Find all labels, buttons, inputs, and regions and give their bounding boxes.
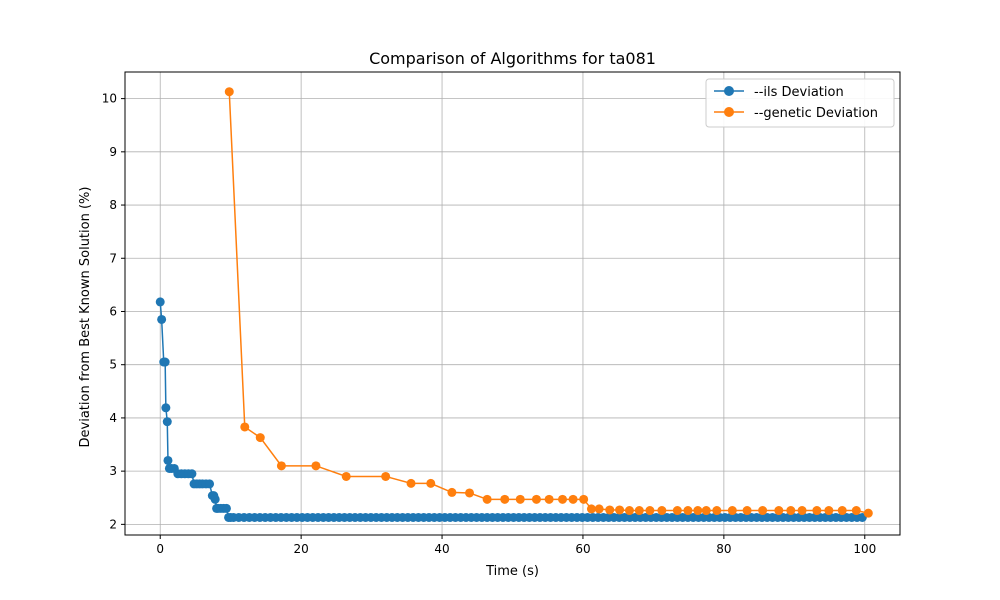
x-axis-label: Time (s)	[485, 564, 539, 579]
data-point	[824, 506, 834, 516]
axes-frame	[124, 71, 901, 536]
data-point	[672, 506, 682, 516]
data-point	[465, 488, 475, 498]
y-tick-label: 4	[109, 411, 117, 425]
data-point	[515, 494, 525, 504]
series-1	[224, 87, 873, 518]
data-point	[255, 433, 265, 443]
data-point	[161, 403, 171, 413]
x-tick-label: 20	[293, 542, 308, 556]
axes: 0 20 40 60 80 100 2 3 4 5 6 7 8 9 10	[102, 71, 901, 556]
y-axis-label: Deviation from Best Known Solution (%)	[78, 187, 93, 448]
data-point	[657, 506, 667, 516]
data-point	[693, 506, 703, 516]
legend: --ils Deviation --genetic Deviation	[705, 78, 895, 128]
data-point	[837, 506, 847, 516]
data-point	[605, 505, 615, 515]
data-point	[624, 506, 634, 516]
x-tick-label: 60	[575, 542, 590, 556]
y-tick-label: 5	[109, 358, 117, 372]
legend-label-ils: --ils Deviation	[754, 85, 844, 100]
series-0	[155, 297, 867, 522]
data-point	[210, 494, 220, 504]
x-tick-label: 40	[434, 542, 449, 556]
data-point	[157, 314, 167, 324]
data-point	[758, 506, 768, 516]
data-point	[579, 494, 589, 504]
legend-swatch-marker	[724, 86, 734, 96]
data-point	[615, 505, 625, 515]
y-tick-label: 7	[109, 251, 117, 265]
data-point	[863, 508, 873, 518]
y-tick-label: 6	[109, 304, 117, 318]
data-point	[240, 422, 250, 432]
data-point	[447, 487, 457, 497]
data-point	[381, 471, 391, 481]
y-tick-label: 10	[102, 92, 117, 106]
x-tick-label: 100	[853, 542, 876, 556]
data-point	[187, 469, 197, 479]
data-point	[586, 504, 596, 514]
data-point	[544, 494, 554, 504]
data-point	[406, 478, 416, 488]
data-point	[160, 357, 170, 367]
data-point	[727, 506, 737, 516]
data-point	[311, 461, 321, 471]
legend-frame	[705, 78, 895, 128]
data-point	[812, 506, 822, 516]
data-point	[500, 494, 510, 504]
data-point	[482, 494, 492, 504]
y-tick-label: 3	[109, 464, 117, 478]
data-point	[276, 461, 286, 471]
data-point	[851, 506, 861, 516]
data-point	[426, 478, 436, 488]
data-point	[742, 506, 752, 516]
legend-label-genetic: --genetic Deviation	[754, 106, 878, 121]
data-point	[634, 506, 644, 516]
data-point	[224, 87, 234, 97]
data-point	[712, 506, 722, 516]
plot-area	[155, 87, 873, 522]
data-point	[531, 494, 541, 504]
data-point	[163, 455, 173, 465]
chart-title: Comparison of Algorithms for ta081	[369, 49, 656, 68]
y-tick-label: 2	[109, 517, 117, 531]
data-point	[162, 417, 172, 427]
data-point	[341, 471, 351, 481]
data-point	[221, 503, 231, 513]
y-tick-label: 9	[109, 145, 117, 159]
data-point	[594, 504, 604, 514]
legend-swatch-marker	[724, 107, 734, 117]
data-point	[645, 506, 655, 516]
x-tick-label: 80	[716, 542, 731, 556]
legend-entry-genetic: --genetic Deviation	[714, 106, 878, 121]
data-point	[205, 479, 215, 489]
data-point	[558, 494, 568, 504]
data-point	[797, 506, 807, 516]
data-point	[568, 494, 578, 504]
data-point	[786, 506, 796, 516]
y-tick-label: 8	[109, 198, 117, 212]
data-point	[683, 506, 693, 516]
grid	[125, 72, 900, 535]
legend-entry-ils: --ils Deviation	[714, 85, 844, 100]
data-point	[774, 506, 784, 516]
data-point	[701, 506, 711, 516]
data-point	[155, 297, 165, 307]
x-tick-label: 0	[156, 542, 164, 556]
